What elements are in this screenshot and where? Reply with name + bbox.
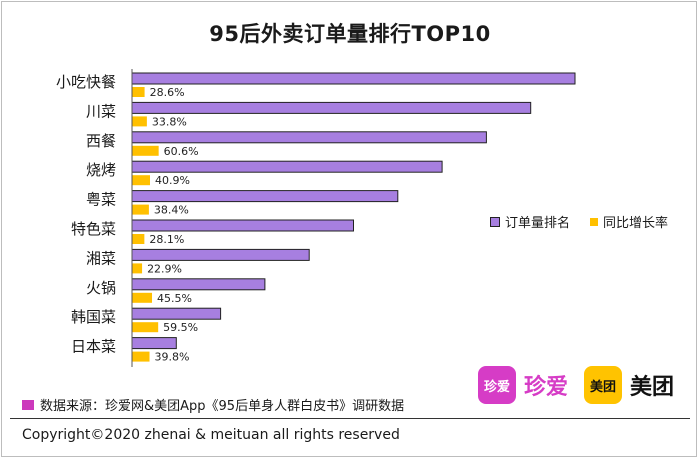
category-label: 火锅 [86,279,116,297]
category-label: 烧烤 [86,161,116,179]
growth-bar [132,145,159,156]
growth-data-label: 40.9% [155,174,190,187]
rank-bar [131,248,310,261]
rank-bar [131,278,266,291]
legend: 订单量排名 同比增长率 [490,212,668,231]
growth-bar [132,292,153,303]
source-note: 数据来源：珍爱网&美团App《95后单身人群白皮书》调研数据 [22,395,404,414]
category-label: 特色菜 [71,220,116,238]
rank-bar [131,131,487,144]
rank-bar [131,307,222,320]
growth-data-label: 59.5% [163,321,198,334]
growth-bar [132,351,150,362]
growth-bar [132,116,147,127]
legend-label-growth: 同比增长率 [603,216,669,231]
growth-data-label: 22.9% [147,262,182,275]
rank-bar [131,160,443,173]
growth-data-label: 28.1% [149,233,184,246]
source-text: 数据来源：珍爱网&美团App《95后单身人群白皮书》调研数据 [40,399,405,414]
legend-item-rank: 订单量排名 [490,212,570,231]
category-label: 西餐 [86,132,116,150]
growth-data-label: 39.8% [155,351,190,364]
rank-bar [131,219,354,232]
category-label: 韩国菜 [71,308,116,326]
growth-bar [132,204,149,215]
zhenai-logo-icon-text: 珍爱 [483,379,510,395]
meituan-logo-name: 美团 [630,375,675,400]
rank-bar [131,190,399,203]
rank-bar [131,72,576,85]
meituan-logo-icon: 美团 [584,366,623,404]
growth-data-label: 33.8% [152,115,187,128]
growth-data-label: 28.6% [150,86,185,99]
growth-data-label: 45.5% [157,292,192,305]
category-label: 小吃快餐 [56,73,116,91]
legend-item-growth: 同比增长率 [590,212,668,231]
legend-swatch-rank [490,216,500,227]
growth-data-label: 38.4% [154,204,189,217]
rank-bar [131,337,177,350]
growth-data-label: 60.6% [164,145,199,158]
legend-label-rank: 订单量排名 [505,216,571,231]
growth-bar [132,263,143,274]
category-label: 川菜 [86,102,116,120]
growth-bar [132,322,159,333]
category-label: 粤菜 [86,191,116,209]
growth-bar [132,234,145,244]
chart-title: 95后外卖订单量排行TOP10 [209,22,491,46]
copyright-text: Copyright©2020 zhenai & meituan all righ… [22,427,400,443]
growth-bar [132,87,145,97]
source-marker [22,399,34,410]
rank-bar [131,101,532,114]
category-label: 湘菜 [86,249,116,267]
zhenai-logo-name: 珍爱 [524,375,569,400]
brand-logos: 珍爱 珍爱 美团 美团 [478,366,690,404]
legend-swatch-growth [590,217,599,226]
zhenai-logo-icon: 珍爱 [478,366,516,404]
category-label: 日本菜 [71,338,116,356]
footer-divider [10,418,690,419]
meituan-logo-icon-text: 美团 [590,379,617,395]
growth-bar [132,175,150,186]
